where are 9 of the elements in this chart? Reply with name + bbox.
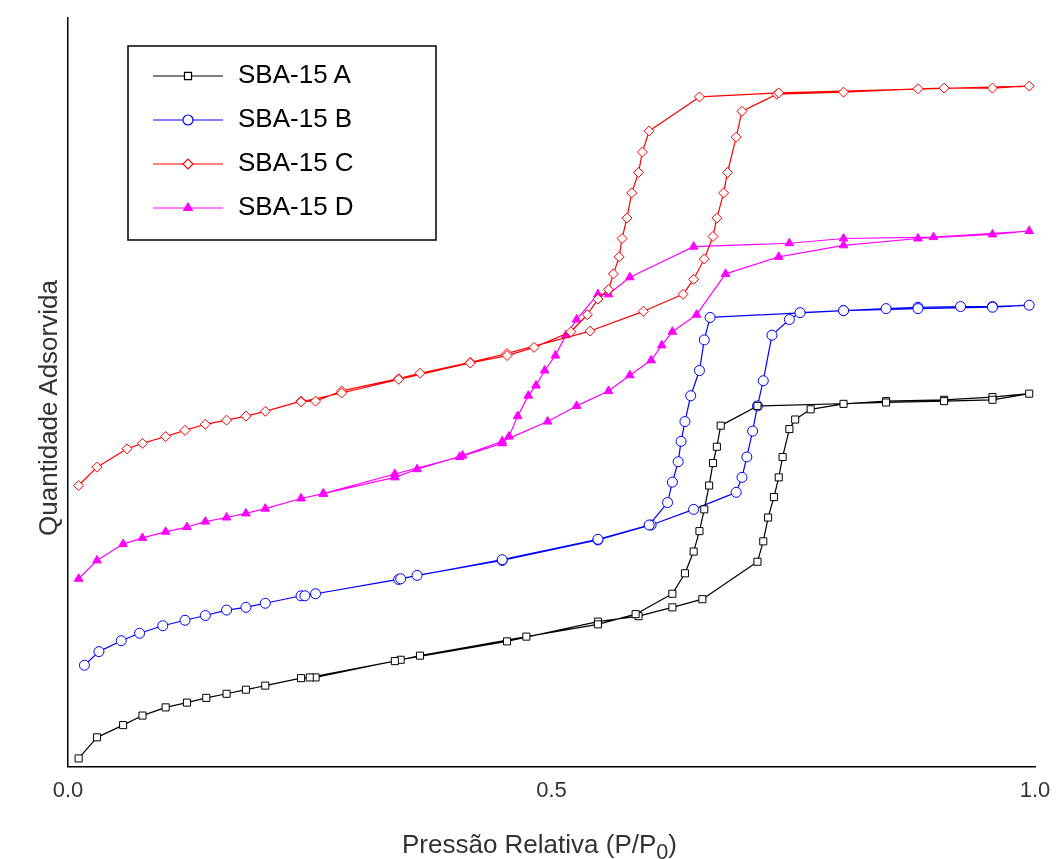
legend-label: SBA-15 D — [238, 191, 354, 222]
x-tick-label: 0.5 — [536, 776, 567, 802]
x-tick-label: 1.0 — [1019, 776, 1051, 802]
x-tick-label: 0.0 — [52, 776, 84, 802]
legend-label: SBA-15 B — [238, 103, 353, 134]
legend-label: SBA-15 C — [238, 147, 354, 178]
y-axis-title: Quantidade Adsorvida — [32, 280, 64, 536]
legend-label: SBA-15 A — [238, 59, 352, 90]
x-axis-title: Pressão Relativa (P/P$_{0}$) — [400, 828, 678, 859]
